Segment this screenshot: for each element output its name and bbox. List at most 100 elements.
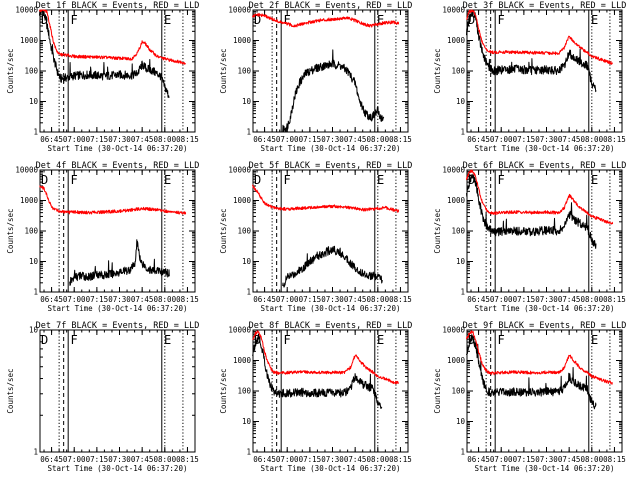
panel-title: Det 1f BLACK = Events, RED = LLD: [36, 1, 200, 11]
y-tick-label: 1000: [447, 36, 466, 45]
series-events-line: [466, 334, 597, 410]
x-tick-label: 08:00: [581, 455, 604, 464]
y-tick-label: 1000: [20, 36, 39, 45]
y-tick-label: 1000: [20, 196, 39, 205]
region-marker: E: [377, 13, 384, 27]
x-tick-label: 07:45: [558, 295, 581, 304]
detector-panel: Det 2f BLACK = Events, RED = LLD 1 10 100 10…: [219, 1, 412, 153]
x-tick-label: 07:30: [535, 455, 558, 464]
y-tick-label: 1: [33, 288, 38, 297]
plot-frame: [252, 169, 409, 293]
x-axis-label: Start Time (30-Oct-14 06:37:20): [261, 304, 401, 313]
y-tick-label: 100: [24, 67, 38, 76]
region-marker: F: [70, 173, 77, 187]
series-lld-line: [39, 9, 187, 65]
region-marker: E: [591, 173, 598, 187]
x-tick-label: 08:15: [603, 135, 626, 144]
detector-panel: Det 6f BLACK = Events, RED = LLD 1 10 100 10…: [433, 161, 626, 313]
y-tick-label: 1: [33, 448, 38, 457]
x-tick-label: 07:30: [321, 295, 344, 304]
x-tick-label: 08:15: [176, 455, 199, 464]
plot-frame: [252, 9, 409, 133]
x-tick-label: 07:00: [276, 295, 299, 304]
x-tick-label: 07:00: [63, 135, 86, 144]
y-tick-label: 100: [237, 387, 251, 396]
y-tick-label: 10: [242, 97, 252, 106]
series-lld-line: [252, 184, 400, 213]
x-tick-label: 06:45: [467, 455, 490, 464]
series-lld-line: [252, 12, 400, 28]
x-tick-label: 07:45: [344, 135, 367, 144]
y-tick-label: 10: [29, 97, 39, 106]
y-axis-label: Counts/sec: [219, 48, 228, 93]
y-axis-label: Counts/sec: [219, 368, 228, 413]
x-tick-label: 07:30: [108, 455, 131, 464]
region-marker: E: [591, 333, 598, 347]
y-tick-label: 10000: [442, 326, 465, 335]
panel-title: Det 9f BLACK = Events, RED = LLD: [463, 321, 627, 331]
panel-title: Det 2f BLACK = Events, RED = LLD: [249, 1, 413, 11]
detector-panel: Det 8f BLACK = Events, RED = LLD 1 10 100 10…: [219, 321, 412, 473]
x-tick-label: 08:00: [154, 295, 177, 304]
y-tick-label: 10: [456, 257, 466, 266]
y-tick-label: 1: [246, 448, 251, 457]
detector-panel: Det 4f BLACK = Events, RED = LLD 1 10 100 10…: [6, 161, 199, 313]
x-tick-label: 07:15: [86, 135, 109, 144]
y-axis-label: Counts/sec: [433, 208, 442, 253]
y-axis-label: Counts/sec: [6, 48, 15, 93]
y-axis-label: Counts/sec: [6, 368, 15, 413]
x-tick-label: 08:15: [176, 135, 199, 144]
x-axis-label: Start Time (30-Oct-14 06:37:20): [261, 464, 401, 473]
y-axis-label: Counts/sec: [219, 208, 228, 253]
x-axis-label: Start Time (30-Oct-14 06:37:20): [48, 304, 188, 313]
x-tick-label: 06:45: [253, 295, 276, 304]
region-marker: E: [164, 13, 171, 27]
y-tick-label: 10000: [442, 6, 465, 15]
x-tick-label: 06:45: [467, 135, 490, 144]
panel-title: Det 5f BLACK = Events, RED = LLD: [249, 161, 413, 171]
x-tick-label: 07:15: [299, 455, 322, 464]
x-tick-label: 07:30: [321, 135, 344, 144]
region-marker: E: [377, 173, 384, 187]
x-tick-label: 07:45: [131, 135, 154, 144]
y-tick-label: 1: [33, 128, 38, 137]
x-tick-label: 08:00: [367, 135, 390, 144]
detector-panel: Det 3f BLACK = Events, RED = LLD 1 10 100 10…: [433, 1, 626, 153]
x-tick-label: 08:15: [389, 455, 412, 464]
y-tick-label: 100: [451, 67, 465, 76]
panel-title: Det 8f BLACK = Events, RED = LLD: [249, 321, 413, 331]
x-axis-label: Start Time (30-Oct-14 06:37:20): [48, 144, 188, 153]
x-tick-label: 07:15: [299, 295, 322, 304]
x-tick-label: 07:15: [299, 135, 322, 144]
series-events-line: [39, 9, 170, 98]
region-marker: D: [41, 333, 48, 347]
x-tick-label: 08:00: [581, 135, 604, 144]
x-axis-label: Start Time (30-Oct-14 06:37:20): [475, 304, 615, 313]
x-tick-label: 06:45: [40, 295, 63, 304]
detector-panel: Det 1f BLACK = Events, RED = LLD 1 10 100 10…: [6, 1, 199, 153]
x-tick-label: 07:45: [558, 135, 581, 144]
x-tick-label: 07:00: [276, 455, 299, 464]
y-tick-label: 100: [451, 387, 465, 396]
series-lld-line: [466, 9, 613, 65]
x-tick-label: 07:45: [344, 455, 367, 464]
y-tick-label: 1000: [447, 356, 466, 365]
x-axis-label: Start Time (30-Oct-14 06:37:20): [475, 144, 615, 153]
region-marker: F: [497, 173, 504, 187]
y-tick-label: 100: [24, 227, 38, 236]
x-tick-label: 08:15: [603, 455, 626, 464]
y-tick-label: 1000: [447, 196, 466, 205]
region-marker: D: [468, 13, 475, 27]
panel-title: Det 4f BLACK = Events, RED = LLD: [36, 161, 200, 171]
y-axis-label: Counts/sec: [433, 368, 442, 413]
series-events-line: [466, 173, 597, 249]
detector-panel: Det 7f BLACK = Events, RED = LLD 1 10 06:45…: [6, 321, 199, 473]
region-marker: F: [70, 333, 77, 347]
y-tick-label: 10000: [228, 6, 251, 15]
x-tick-label: 08:00: [367, 455, 390, 464]
x-tick-label: 06:45: [40, 135, 63, 144]
detector-panel: Det 5f BLACK = Events, RED = LLD 1 10 100 10…: [219, 161, 412, 313]
x-tick-label: 07:00: [490, 455, 513, 464]
series-lld-line: [252, 330, 400, 385]
plot-frame: [39, 9, 196, 133]
